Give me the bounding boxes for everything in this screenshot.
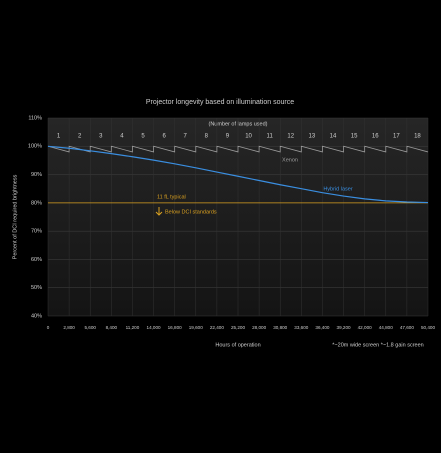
- x-tick-label: 39,200: [337, 325, 351, 330]
- lamp-label: 8: [205, 134, 209, 140]
- x-tick-label: 0: [47, 325, 50, 330]
- reference-note: Below DCI standards: [165, 209, 217, 215]
- x-tick-label: 36,400: [315, 325, 329, 330]
- x-tick-label: 44,800: [379, 325, 393, 330]
- series-line: [47, 145, 429, 153]
- series-line: [47, 145, 429, 204]
- series-label: Xenon: [282, 157, 298, 163]
- x-tick-label: 22,400: [210, 325, 224, 330]
- y-axis-label: Percent of DCI required brightness: [12, 174, 18, 259]
- lamp-label: 16: [372, 134, 379, 140]
- lamp-label: 10: [245, 134, 252, 140]
- lamp-label: 14: [330, 134, 337, 140]
- x-tick-label: 16,800: [168, 325, 182, 330]
- lamp-label: 17: [393, 134, 400, 140]
- lamp-label: 7: [184, 134, 188, 140]
- lamp-label: 4: [120, 134, 124, 140]
- x-axis-label: Hours of operation: [215, 342, 260, 348]
- footnote: *~20m wide screen *~1.8 gain screen: [332, 342, 423, 348]
- y-tick-label: 100%: [28, 144, 42, 150]
- x-tick-label: 30,800: [273, 325, 287, 330]
- lamp-label: 2: [78, 134, 82, 140]
- y-tick-label: 70%: [31, 229, 42, 235]
- lamp-label: 3: [99, 134, 103, 140]
- lamp-label: 13: [309, 134, 316, 140]
- y-tick-label: 90%: [31, 172, 42, 178]
- x-tick-label: 28,000: [252, 325, 266, 330]
- reference-label: 11 fL typical: [157, 194, 186, 200]
- lamp-label: 6: [162, 134, 166, 140]
- lamp-label: 9: [226, 134, 230, 140]
- x-tick-label: 5,600: [84, 325, 96, 330]
- y-tick-label: 50%: [31, 285, 42, 291]
- y-tick-label: 60%: [31, 257, 42, 263]
- x-tick-label: 47,600: [400, 325, 414, 330]
- x-tick-label: 2,800: [63, 325, 75, 330]
- lamp-label: 5: [141, 134, 145, 140]
- lamp-label: 12: [287, 134, 294, 140]
- x-tick-label: 33,600: [294, 325, 308, 330]
- lamp-label: 18: [414, 134, 421, 140]
- down-arrow: [155, 207, 163, 216]
- lamp-label: 1: [57, 134, 61, 140]
- x-tick-label: 14,000: [147, 325, 161, 330]
- lamp-label: 15: [351, 134, 358, 140]
- series-label: Hybrid laser: [323, 186, 353, 192]
- x-tick-label: 11,200: [126, 325, 140, 330]
- x-tick-label: 50,400: [421, 325, 435, 330]
- x-tick-label: 42,000: [358, 325, 372, 330]
- x-tick-label: 19,600: [189, 325, 203, 330]
- y-tick-label: 110%: [28, 115, 42, 121]
- x-tick-label: 8,400: [106, 325, 118, 330]
- y-tick-label: 80%: [31, 200, 42, 206]
- y-tick-label: 40%: [31, 313, 42, 319]
- lamp-label: 11: [267, 134, 274, 140]
- x-tick-label: 25,200: [231, 325, 245, 330]
- chart-title: Projector longevity based on illuminatio…: [146, 99, 294, 106]
